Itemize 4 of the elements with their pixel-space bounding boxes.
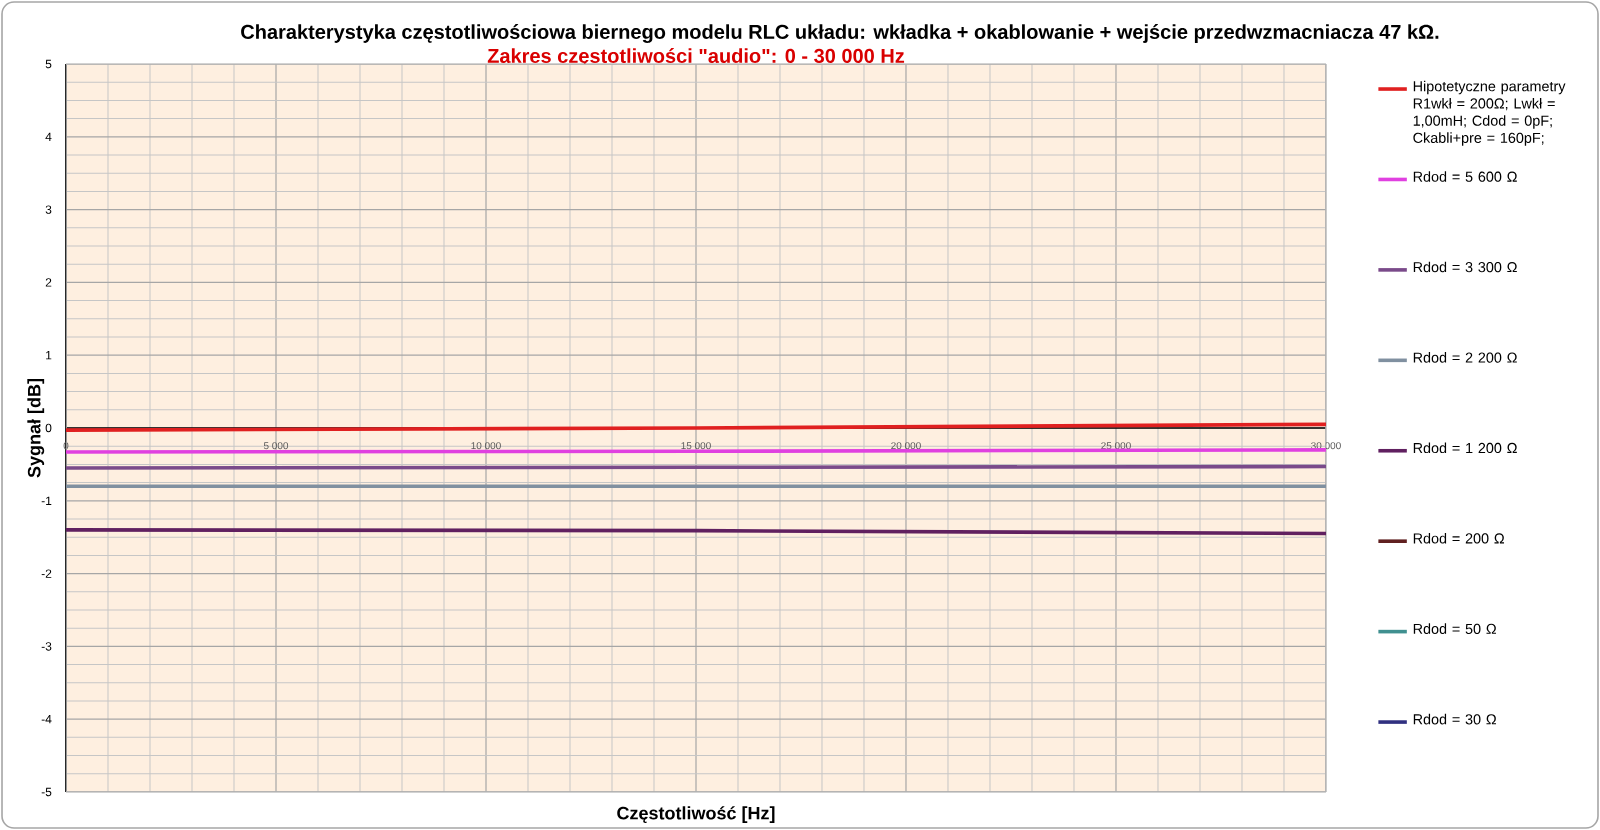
x-axis-title: Częstotliwość [Hz]: [617, 806, 775, 824]
chart-title: Charakterystyka częstotliwościowa biernego modelu RLC układu: wkładka + okablowanie + wejście przedwzmacniacza 47 kΩ.: [241, 24, 1439, 44]
y-axis-title: Sygnał [dB]: [27, 379, 45, 478]
chart-subtitle: Zakres częstotliwości "audio": 0 - 30 000 Hz: [487, 48, 905, 67]
